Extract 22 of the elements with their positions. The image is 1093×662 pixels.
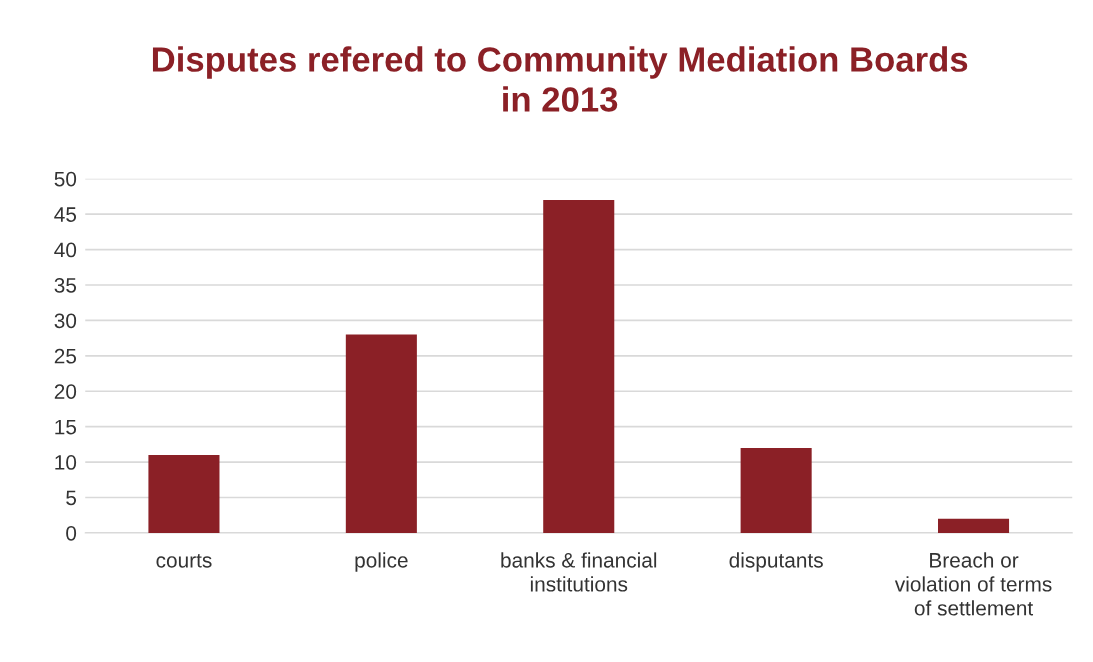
bar bbox=[543, 199, 615, 533]
y-tick-label: 35 bbox=[54, 277, 77, 293]
y-tick-label: 10 bbox=[55, 455, 77, 470]
bar bbox=[148, 454, 220, 533]
x-tick-label: police bbox=[355, 552, 408, 572]
y-tick-label: 5 bbox=[66, 490, 77, 506]
y-tick-label: 30 bbox=[54, 313, 77, 329]
bar bbox=[345, 334, 417, 533]
y-tick-label: 50 bbox=[54, 171, 77, 187]
x-tick-label: Breach or violation of terms of settlement bbox=[894, 552, 1052, 616]
y-tick-label: 20 bbox=[54, 384, 77, 399]
y-tick-label: 15 bbox=[55, 419, 77, 435]
x-tick-label: disputants bbox=[729, 552, 823, 572]
y-tick-label: 0 bbox=[66, 525, 77, 541]
y-tick-label: 40 bbox=[54, 242, 77, 258]
bar bbox=[740, 447, 812, 533]
x-tick-label: courts bbox=[156, 553, 212, 568]
x-tick-label: banks & financial institutions bbox=[501, 552, 657, 592]
bar bbox=[938, 518, 1010, 533]
chart-title: Disputes refered to Community Mediation Boards in 2013 bbox=[152, 46, 968, 112]
y-tick-label: 25 bbox=[54, 348, 77, 364]
y-tick-label: 45 bbox=[54, 207, 77, 222]
